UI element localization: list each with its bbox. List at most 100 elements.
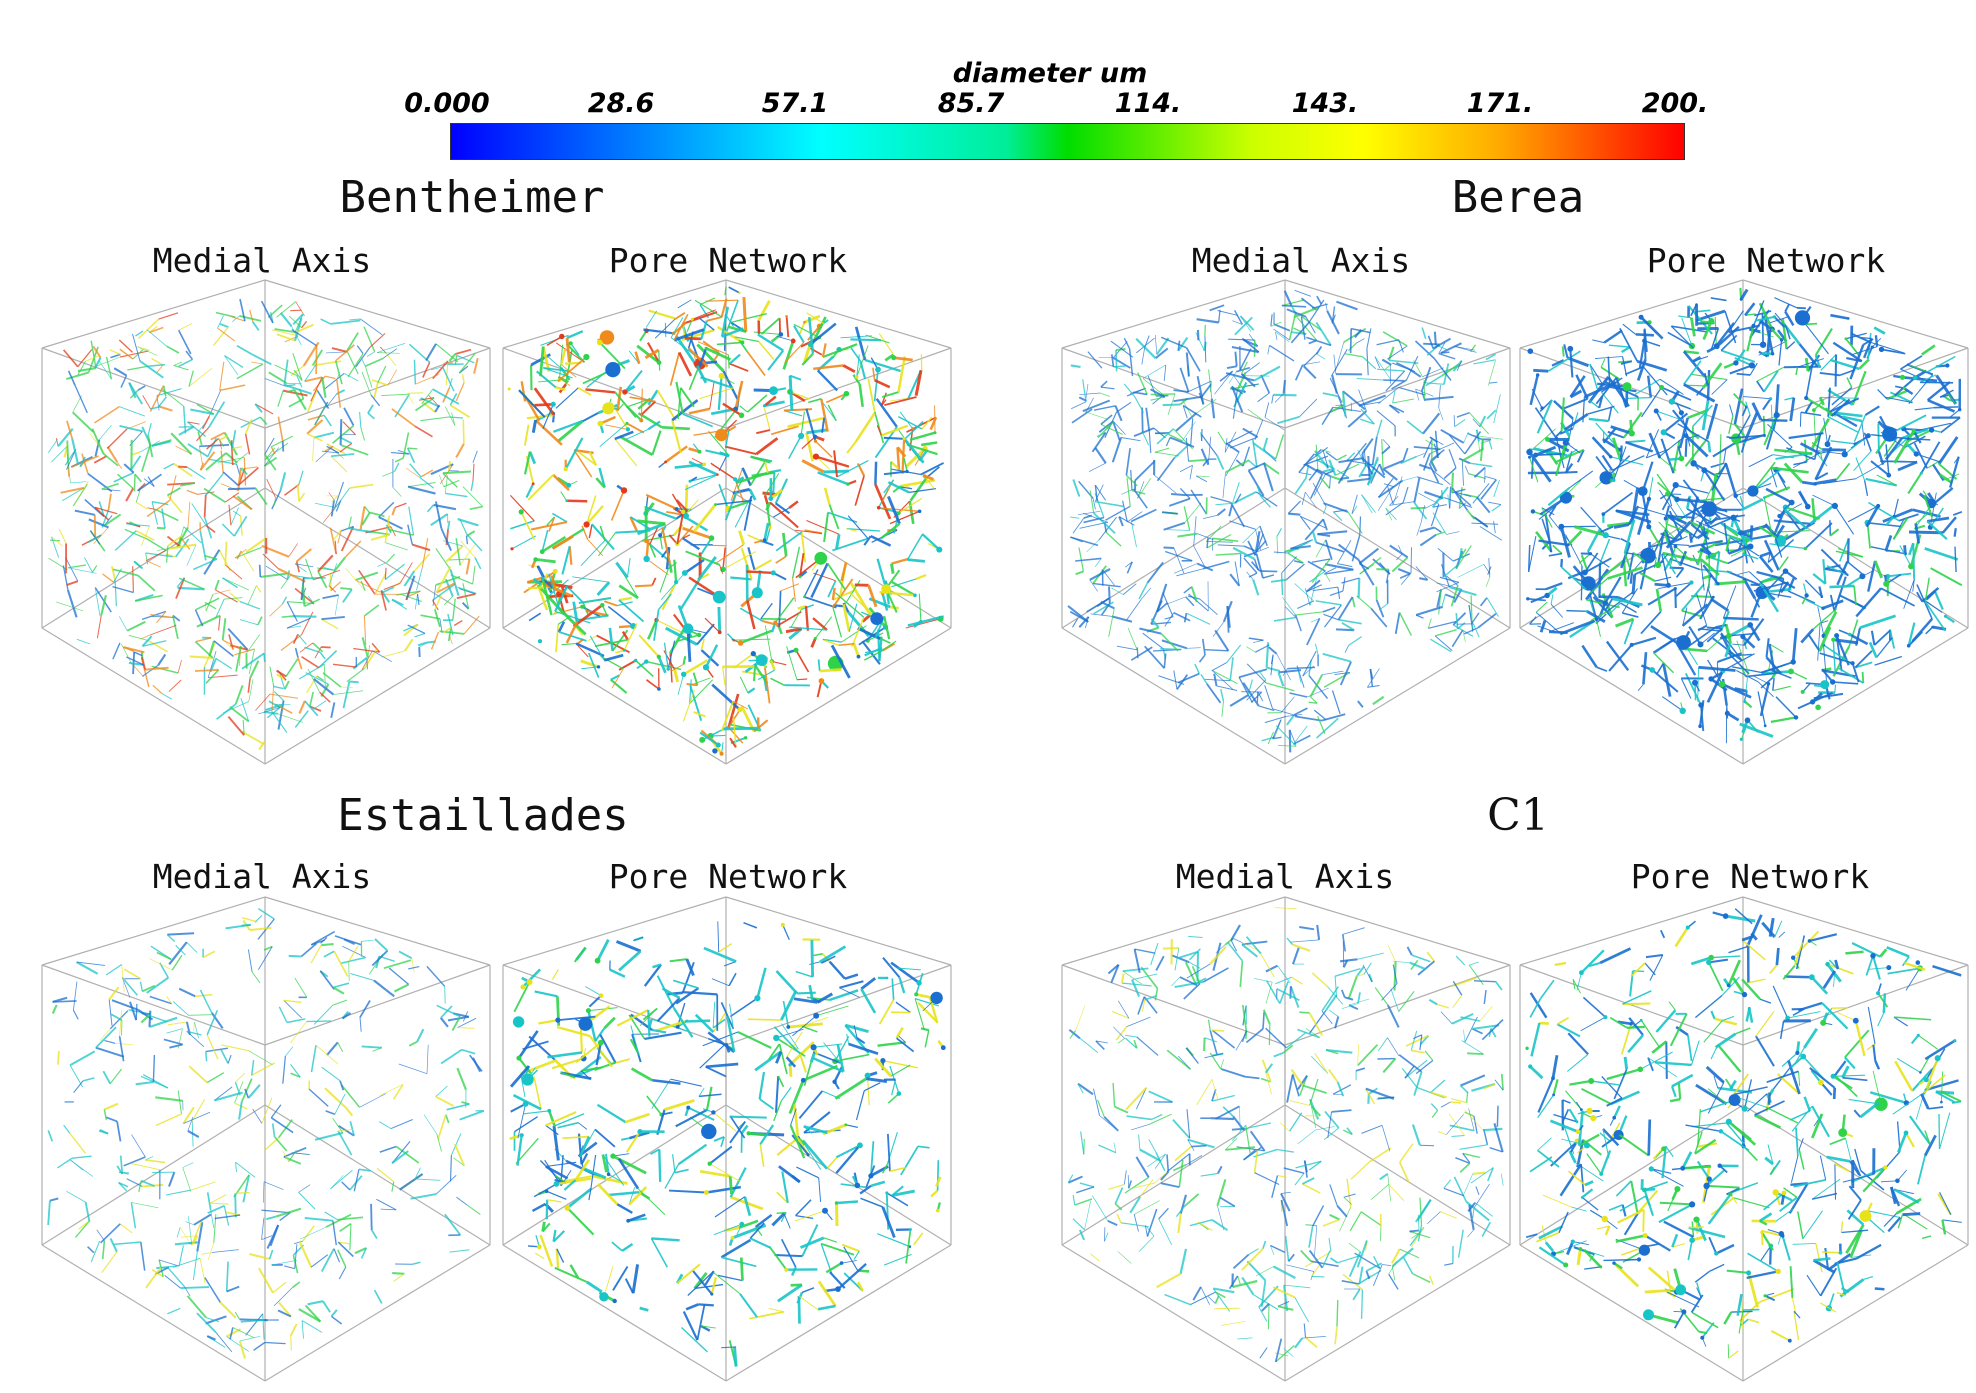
pore-node — [798, 432, 805, 439]
network-segment — [442, 472, 458, 488]
network-segment — [47, 438, 58, 453]
network-segment — [748, 1131, 766, 1137]
network-segment — [442, 387, 451, 403]
network-segment — [1275, 331, 1278, 341]
network-segment — [560, 491, 568, 502]
network-segment — [1139, 627, 1162, 635]
network-segment — [1703, 373, 1709, 387]
network-segment — [209, 1194, 227, 1204]
network-segment — [363, 326, 376, 352]
network-segment — [1264, 685, 1274, 709]
pore-node — [1602, 532, 1609, 539]
network-segment — [87, 472, 113, 493]
network-segment — [146, 976, 169, 994]
network-segment — [1298, 472, 1312, 476]
network-segment — [578, 1122, 588, 1130]
network-segment — [1240, 373, 1256, 388]
network-segment — [399, 1173, 424, 1191]
network-segment — [520, 1073, 526, 1098]
pore-node — [1773, 412, 1780, 419]
network-segment — [349, 318, 361, 321]
network-segment — [677, 387, 682, 420]
network-segment — [1922, 598, 1943, 613]
network-segment — [810, 637, 817, 648]
network-segment — [738, 339, 748, 353]
network-segment — [806, 520, 840, 535]
network-segment — [1753, 675, 1769, 685]
network-segment — [337, 1249, 347, 1268]
network-segment — [1647, 587, 1676, 606]
pore-node — [1615, 509, 1619, 513]
pore-node — [1582, 569, 1588, 576]
network-segment — [87, 1246, 95, 1254]
network-segment — [74, 509, 96, 516]
network-segment — [673, 559, 678, 583]
pore-node — [599, 330, 615, 345]
pore-node — [1759, 341, 1767, 348]
network-segment — [1874, 335, 1879, 347]
network-segment — [376, 343, 406, 353]
network-segment — [1814, 328, 1833, 356]
network-segment — [382, 348, 398, 359]
network-segment — [588, 1188, 592, 1201]
network-segment — [598, 467, 606, 488]
network-segment — [874, 1057, 893, 1078]
pore-node — [773, 620, 778, 625]
network-segment — [892, 1189, 915, 1197]
network-segment — [1607, 566, 1643, 580]
network-segment — [346, 332, 359, 352]
network-segment — [457, 1027, 475, 1029]
network-segment — [615, 649, 625, 654]
network-segment — [1070, 536, 1083, 543]
network-segment — [1683, 350, 1699, 355]
network-segment — [135, 330, 144, 337]
network-segment — [657, 656, 667, 674]
network-segment — [1934, 486, 1954, 504]
network-segment — [312, 437, 315, 462]
network-segment — [1453, 415, 1456, 427]
network-segment — [1785, 325, 1791, 340]
network-segment — [291, 1152, 310, 1155]
network-segment — [545, 354, 562, 369]
network-segment — [321, 943, 334, 947]
network-segment — [1846, 538, 1850, 563]
network-segment — [1094, 447, 1107, 464]
pore-node — [1800, 689, 1805, 694]
network-segment — [577, 1133, 583, 1165]
network-segment — [365, 357, 384, 367]
network-segment — [867, 378, 876, 412]
network-segment — [219, 323, 229, 328]
network-segment — [348, 527, 372, 534]
network-segment — [379, 1084, 404, 1097]
network-segment — [1908, 530, 1943, 535]
pore-node — [537, 639, 543, 644]
network-segment — [120, 375, 128, 388]
network-segment — [1822, 559, 1827, 584]
network-segment — [414, 593, 418, 610]
network-segment — [874, 378, 891, 389]
network-segment — [1870, 460, 1890, 476]
network-segment — [1255, 644, 1270, 653]
network-segment — [577, 387, 592, 396]
network-segment — [1651, 669, 1679, 693]
network-segment — [145, 552, 149, 565]
bentheimer-medial-label: Medial Axis — [152, 241, 372, 280]
network-segment — [1275, 331, 1290, 343]
pore-node — [1742, 552, 1746, 557]
network-segment — [820, 1242, 855, 1256]
pore-node — [1886, 472, 1892, 478]
network-segment — [887, 1133, 891, 1172]
network-segment — [615, 940, 642, 953]
pore-node — [1744, 717, 1751, 723]
network-segment — [1674, 588, 1677, 609]
network-segment — [523, 451, 531, 475]
network-segment — [71, 438, 80, 465]
network-segment — [722, 402, 743, 417]
network-segment — [1137, 481, 1145, 499]
network-segment — [1833, 576, 1847, 612]
network-segment — [909, 476, 928, 502]
network-segment — [1376, 339, 1399, 346]
network-segment — [528, 451, 537, 465]
network-segment — [1154, 431, 1170, 435]
network-segment — [552, 474, 570, 491]
